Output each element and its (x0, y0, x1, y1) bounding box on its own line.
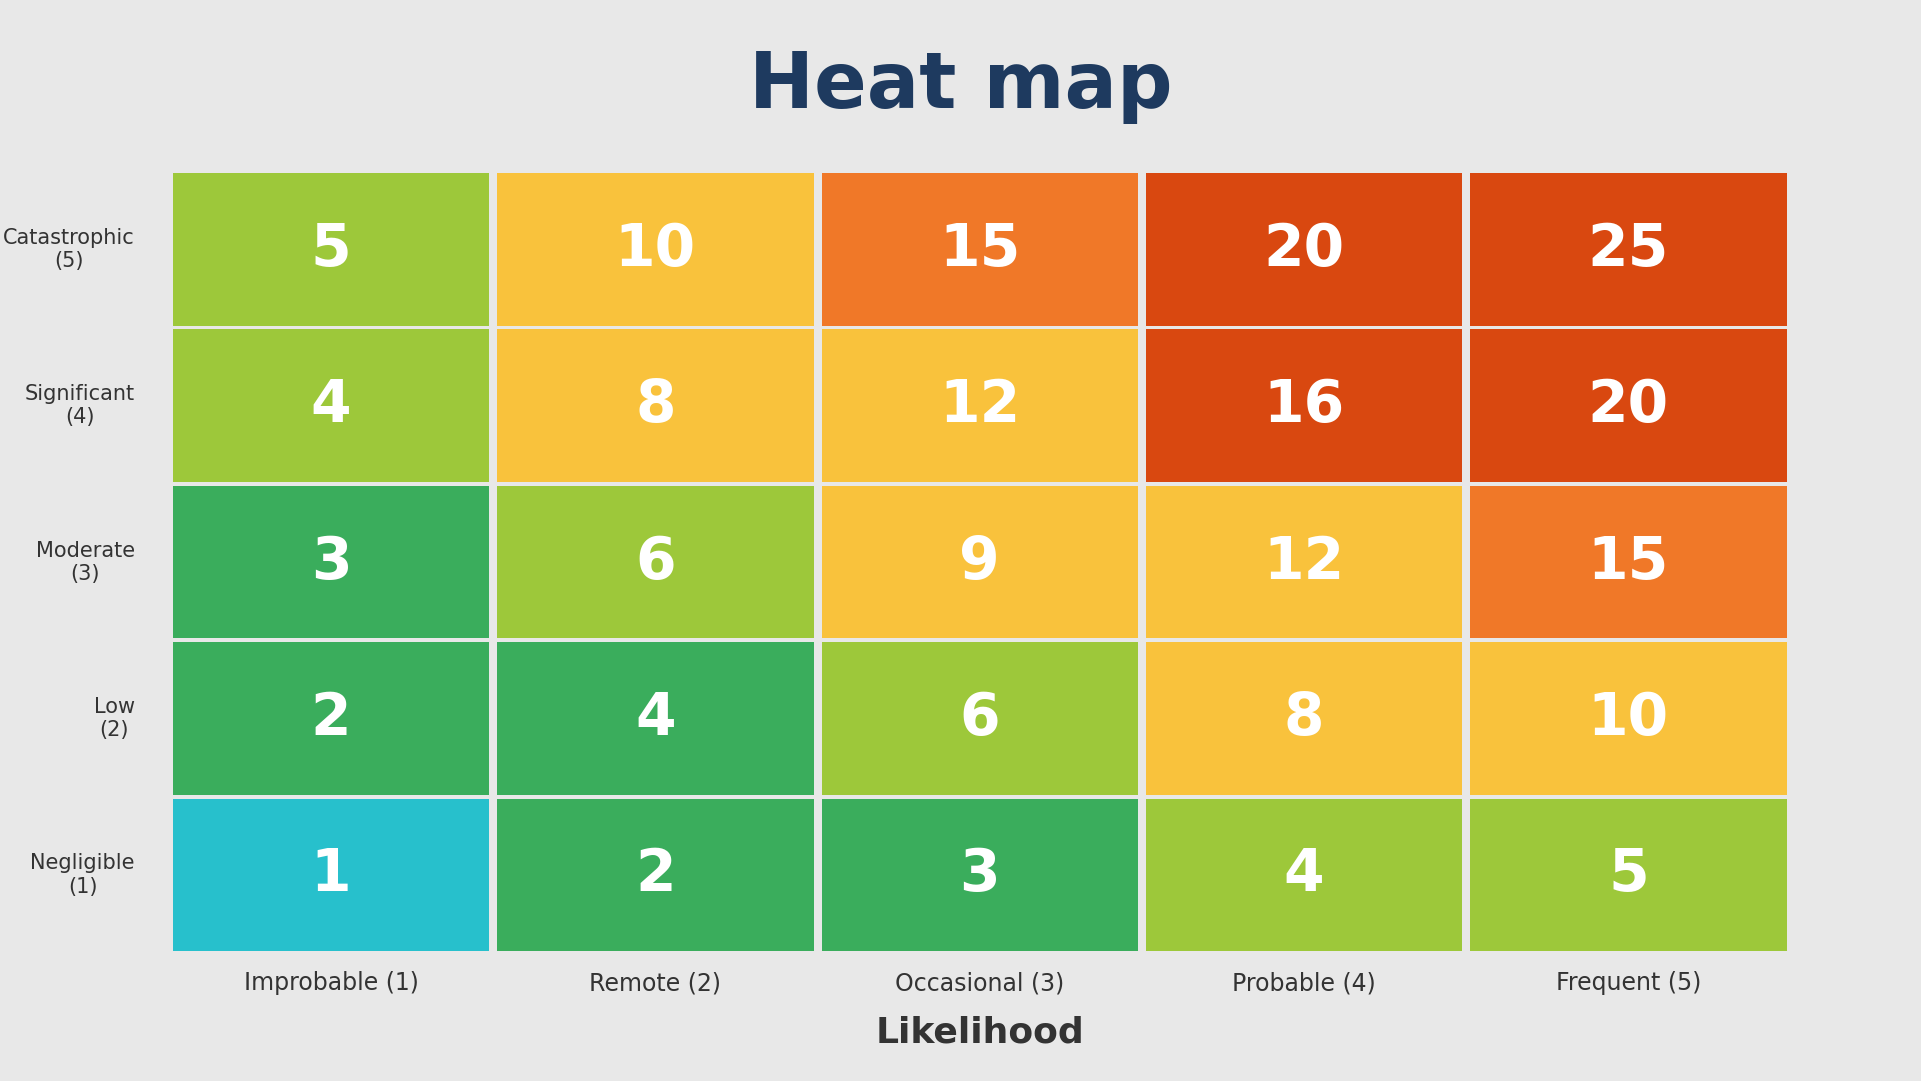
Text: Frequent (5): Frequent (5) (1556, 971, 1700, 996)
Text: 2: 2 (311, 690, 352, 747)
Bar (498, 485, 815, 639)
Bar (498, 642, 815, 795)
Bar (173, 799, 490, 951)
Text: Heat map: Heat map (749, 49, 1172, 124)
Bar (1470, 173, 1787, 325)
Bar (1145, 485, 1462, 639)
Bar (173, 173, 490, 325)
Text: 8: 8 (1283, 690, 1324, 747)
Text: Catastrophic
(5): Catastrophic (5) (4, 228, 134, 271)
Bar (822, 642, 1137, 795)
Bar (1145, 642, 1462, 795)
Text: Occasional (3): Occasional (3) (895, 971, 1064, 996)
Text: Significant
(4): Significant (4) (25, 384, 134, 427)
Bar (1470, 642, 1787, 795)
Bar (173, 330, 490, 482)
Text: 6: 6 (959, 690, 1001, 747)
Text: 2: 2 (636, 846, 676, 904)
Text: 1: 1 (311, 846, 352, 904)
Text: Low
(2): Low (2) (94, 697, 134, 740)
Text: 12: 12 (1264, 534, 1345, 590)
Text: 20: 20 (1589, 377, 1669, 435)
Text: Moderate
(3): Moderate (3) (36, 540, 134, 584)
Text: 10: 10 (1589, 690, 1669, 747)
Text: 4: 4 (311, 377, 352, 435)
Text: 3: 3 (311, 534, 352, 590)
Text: 4: 4 (1283, 846, 1324, 904)
Text: Remote (2): Remote (2) (590, 971, 722, 996)
Text: 15: 15 (1587, 534, 1669, 590)
Text: Likelihood: Likelihood (876, 1015, 1083, 1050)
Bar (173, 485, 490, 639)
Text: 16: 16 (1264, 377, 1345, 435)
Bar (1145, 330, 1462, 482)
Bar (822, 485, 1137, 639)
Text: 6: 6 (636, 534, 676, 590)
Text: 8: 8 (636, 377, 676, 435)
Bar (1470, 799, 1787, 951)
Text: 25: 25 (1587, 221, 1669, 278)
Bar (822, 799, 1137, 951)
Text: 15: 15 (939, 221, 1020, 278)
Text: 5: 5 (311, 221, 352, 278)
Bar (1145, 799, 1462, 951)
Text: Improbable (1): Improbable (1) (244, 971, 419, 996)
Bar (173, 642, 490, 795)
Text: 20: 20 (1264, 221, 1345, 278)
Bar (822, 173, 1137, 325)
Bar (1470, 485, 1787, 639)
Text: Negligible
(1): Negligible (1) (31, 853, 134, 896)
Text: 3: 3 (959, 846, 1001, 904)
Text: Probable (4): Probable (4) (1231, 971, 1375, 996)
Bar (822, 330, 1137, 482)
Text: 12: 12 (939, 377, 1020, 435)
Bar (1470, 330, 1787, 482)
Bar (498, 173, 815, 325)
Text: 9: 9 (959, 534, 1001, 590)
Text: 10: 10 (615, 221, 695, 278)
Bar (1145, 173, 1462, 325)
Text: 4: 4 (636, 690, 676, 747)
Text: 5: 5 (1608, 846, 1648, 904)
Bar (498, 330, 815, 482)
Bar (498, 799, 815, 951)
